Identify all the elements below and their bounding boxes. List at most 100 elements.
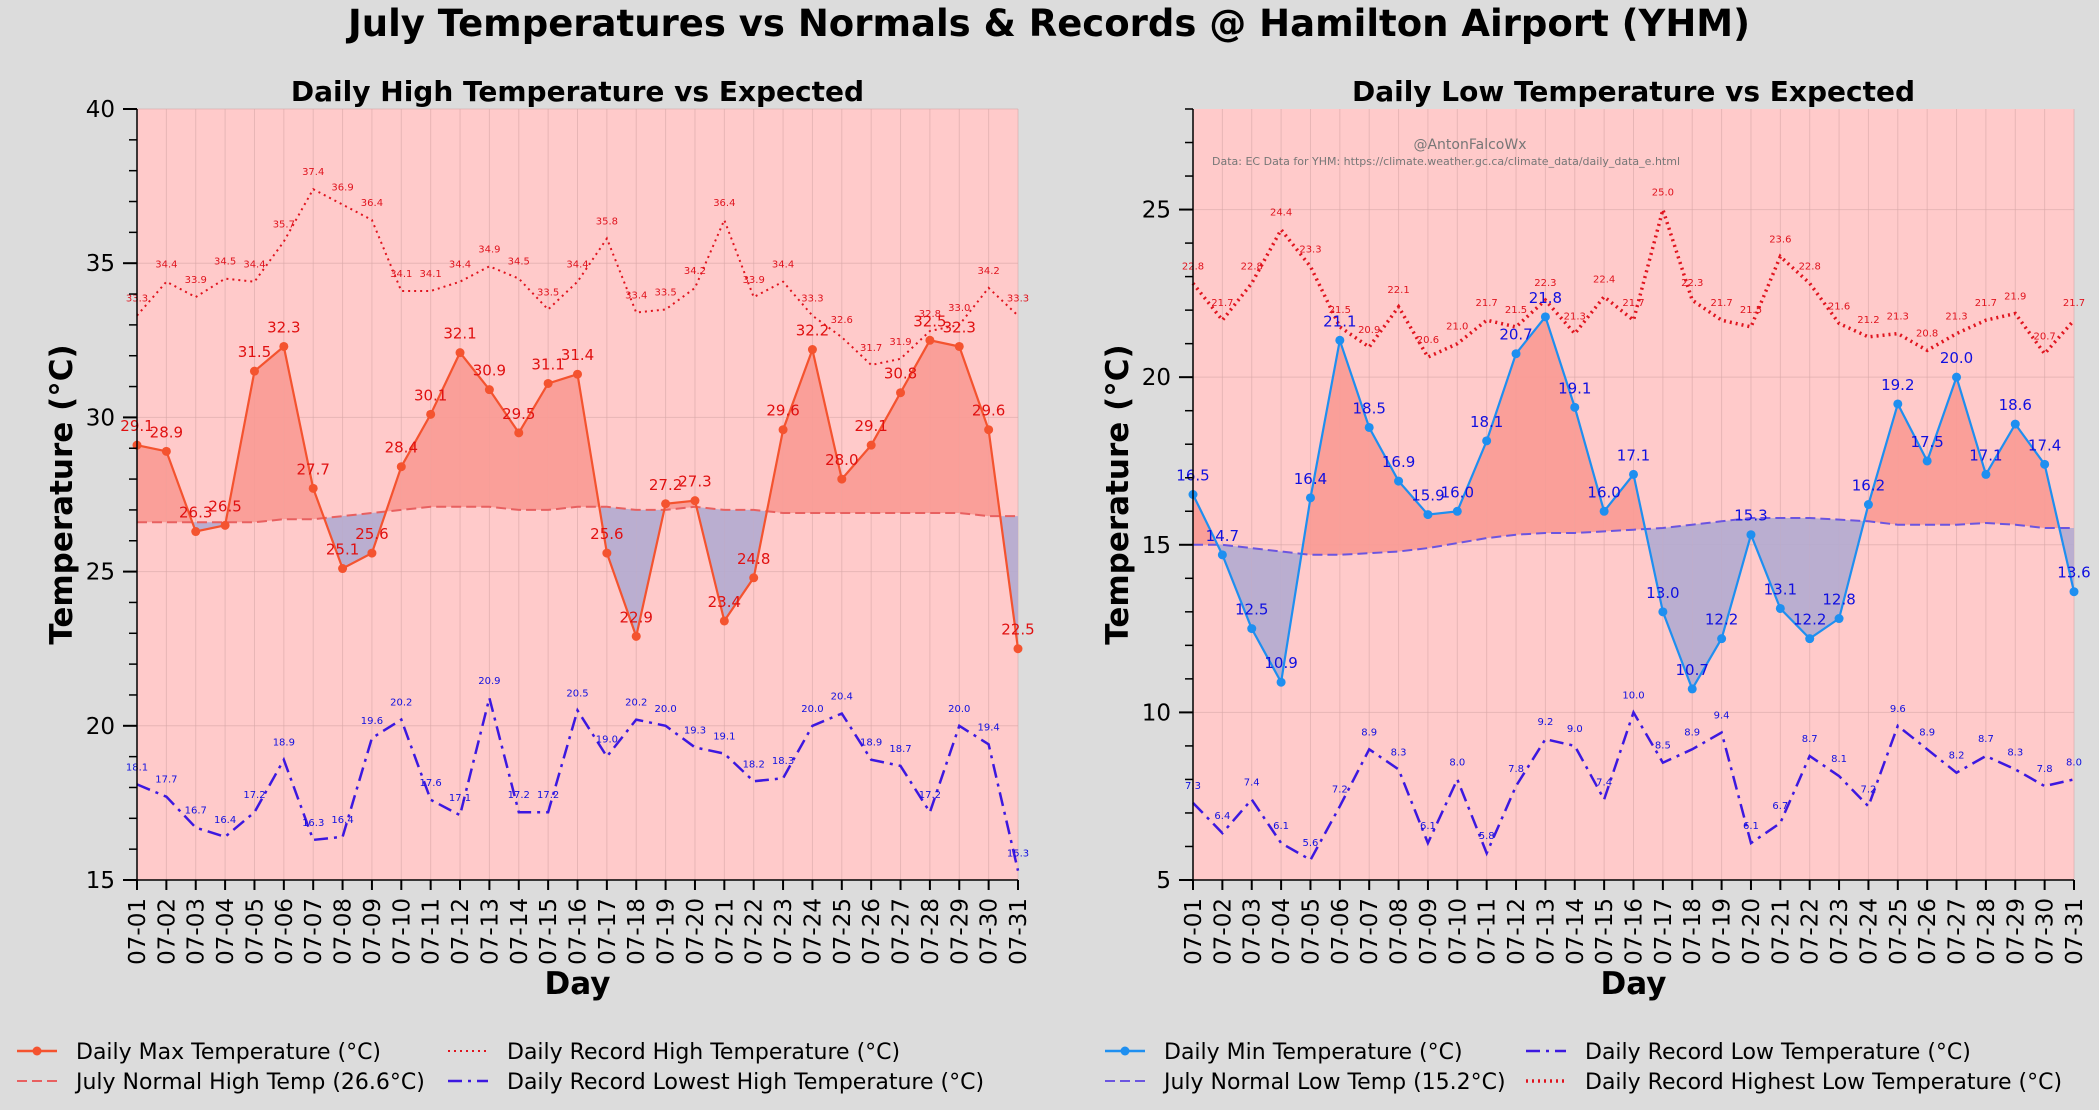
record-high-label: 34.4 [772, 260, 794, 271]
record-lowest-high-label: 16.7 [185, 806, 207, 817]
x-tick-label: 07-18 [1680, 898, 1706, 965]
record-low-line [1192, 709, 2075, 862]
record-high-label: 34.4 [243, 260, 265, 271]
record-low-label: 8.2 [1949, 751, 1965, 762]
record-lowest-high-label: 17.1 [449, 793, 471, 804]
record-highest-low-label: 23.3 [1299, 245, 1321, 256]
daily-max-label: 27.3 [678, 473, 711, 491]
daily-max-label: 29.1 [854, 417, 887, 435]
daily-min-point [1452, 506, 1462, 516]
daily-max-point [220, 520, 230, 530]
record-high-label: 34.2 [684, 266, 706, 277]
fill-segment [959, 346, 989, 517]
daily-min-label: 20.0 [1940, 349, 1973, 367]
x-tick-label: 07-06 [1328, 898, 1354, 965]
record-high-label: 34.2 [978, 266, 1000, 277]
record-high-label: 33.5 [537, 287, 559, 298]
daily-max-label: 25.6 [355, 525, 388, 543]
daily-min-label: 17.5 [1910, 433, 1943, 451]
record-highest-low-label: 22.1 [1387, 285, 1409, 296]
record-high-label: 31.7 [860, 343, 882, 354]
x-tick-label: 07-31 [1006, 898, 1032, 965]
daily-min-label: 18.5 [1352, 399, 1385, 417]
record-low-label: 6.1 [1743, 821, 1759, 832]
x-tick-label: 07-26 [859, 898, 885, 965]
legend-normal-high-text: July Normal High Temp (26.6°C) [74, 1070, 425, 1095]
daily-min-point [1217, 550, 1227, 560]
x-tick-label: 07-07 [301, 898, 327, 965]
daily-max-point [367, 548, 377, 558]
record-lowest-high-label: 19.1 [713, 732, 735, 743]
record-high-label: 34.5 [508, 257, 530, 268]
daily-max-label: 29.5 [502, 405, 535, 423]
low-temperature-chart: 7.36.47.46.15.67.28.98.36.18.05.87.89.29… [1100, 75, 2091, 1002]
daily-min-point [2040, 459, 2050, 469]
record-low-label: 9.4 [1714, 711, 1730, 722]
daily-min-label: 17.1 [1617, 446, 1650, 464]
daily-max-label: 30.8 [884, 365, 917, 383]
x-tick-label: 07-09 [360, 898, 386, 965]
x-tick-label: 07-01 [1181, 898, 1207, 965]
fill-segment [871, 392, 901, 514]
record-highest-low-label: 20.7 [2034, 332, 2056, 343]
x-tick-label: 07-08 [1387, 898, 1413, 965]
record-high-label: 31.9 [889, 337, 911, 348]
x-tick-label: 07-21 [712, 898, 738, 965]
daily-min-label: 16.2 [1852, 477, 1885, 495]
daily-max-point [161, 446, 171, 456]
fill-segment [1809, 517, 1840, 639]
fill-segment [1310, 340, 1340, 555]
daily-max-point [807, 345, 817, 355]
daily-min-point [1805, 634, 1815, 644]
daily-min-point [1717, 634, 1727, 644]
daily-min-point [1482, 436, 1492, 446]
daily-min-label: 13.1 [1764, 580, 1797, 598]
x-tick-label: 07-05 [242, 898, 268, 965]
daily-min-point [1746, 530, 1756, 540]
fill-segment [1604, 474, 1634, 532]
daily-max-point [661, 499, 671, 509]
record-highest-low-label: 21.5 [1505, 305, 1527, 316]
daily-max-point [778, 425, 788, 435]
x-tick-label: 07-11 [1475, 898, 1501, 965]
record-highest-low-label: 22.4 [1593, 275, 1615, 286]
x-tick-label: 07-10 [389, 898, 415, 965]
record-highest-low-label: 21.7 [1710, 298, 1732, 309]
daily-max-label: 28.9 [150, 423, 183, 441]
record-low-label: 8.3 [2007, 747, 2023, 758]
daily-min-point [1540, 312, 1550, 322]
record-low-label: 9.6 [1890, 704, 1906, 715]
legend-daily-min-marker [1120, 1046, 1130, 1056]
x-tick-label: 07-31 [2062, 898, 2088, 965]
daily-min-point [1599, 506, 1609, 516]
record-lowest-high-label: 18.3 [772, 756, 794, 767]
x-tick-label: 07-15 [1592, 898, 1618, 965]
daily-min-label: 15.3 [1734, 507, 1767, 525]
record-high-label: 34.4 [566, 260, 588, 271]
record-highest-low-label: 21.7 [1476, 298, 1498, 309]
daily-min-label: 17.4 [2028, 436, 2061, 454]
y-tick-label: 30 [86, 405, 115, 431]
x-tick-label: 07-30 [977, 898, 1003, 965]
record-lowest-high-label: 18.2 [743, 759, 765, 770]
x-tick-label: 07-16 [1622, 898, 1648, 965]
daily-max-point [954, 341, 964, 351]
record-high-label: 35.8 [596, 217, 618, 228]
record-low-label: 7.2 [1860, 784, 1876, 795]
record-lowest-high-label: 16.4 [214, 815, 236, 826]
daily-min-label: 12.5 [1235, 601, 1268, 619]
record-lowest-high-label: 19.6 [361, 716, 383, 727]
daily-min-point [1981, 469, 1991, 479]
record-low-label: 7.8 [2037, 764, 2053, 775]
daily-min-label: 10.9 [1264, 654, 1297, 672]
fill-segment [1516, 316, 1546, 535]
daily-max-point [749, 573, 759, 583]
record-lowest-high-label: 17.7 [155, 775, 177, 786]
x-tick-label: 07-10 [1445, 898, 1471, 965]
record-low-label: 6.7 [1772, 801, 1788, 812]
fill-segment [1897, 403, 1928, 525]
daily-max-point [690, 496, 700, 506]
record-low-label: 5.8 [1479, 831, 1495, 842]
record-highest-low-label: 21.7 [1211, 298, 1233, 309]
